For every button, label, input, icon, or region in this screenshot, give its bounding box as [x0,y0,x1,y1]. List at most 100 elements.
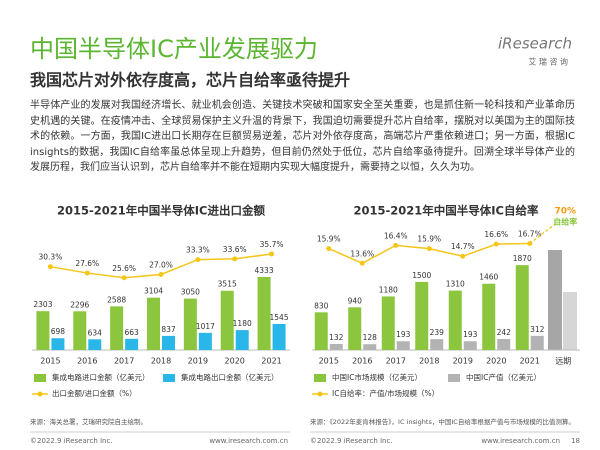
annotation-arrow [529,223,556,244]
x-tick-label: 2020 [225,357,245,366]
x-tick-label: 2019 [453,357,473,366]
line-label: 27.6% [75,259,99,268]
line-point [393,242,399,248]
bar [482,283,496,350]
line-label: 16.4% [384,231,408,240]
x-tick-label: 2021 [261,357,281,366]
bar [257,276,271,350]
bar-label: 1180 [233,319,252,328]
line-label: 30.3% [39,253,63,262]
x-tick-label: 2016 [77,357,97,366]
source: 来源：《2022年麦肯林报告》，IC insights，中国IC自给率根据产值与… [310,417,575,426]
bar-label: 132 [329,333,344,342]
bar [515,265,529,350]
bar [363,344,377,350]
line-point [359,260,365,266]
line-point [232,256,238,262]
legend-swatch [314,374,326,382]
legend-label: 中国IC产值（亿美元） [466,372,541,382]
bar [314,312,328,350]
bar-label: 830 [314,301,329,310]
line-point [326,246,332,252]
annotation: 自给率 [553,217,577,227]
bar-label: 698 [51,327,66,336]
copyright: ©2022.9 iResearch Inc. [310,437,393,445]
bar [272,323,286,350]
line-point [84,270,90,276]
bar [329,344,343,350]
annotation: 70% [554,207,576,217]
bar-label: 3515 [218,280,237,289]
bar-label: 837 [161,325,176,334]
x-tick-label: 2017 [386,357,406,366]
bar [235,330,249,350]
bar-label: 1180 [379,285,398,294]
bar [497,339,511,350]
bar-label: 193 [396,330,411,339]
x-tick-label: 2016 [352,357,372,366]
line-point [269,251,275,257]
line-point [158,271,164,277]
legend-label: 中国IC市场规模（亿美元） [332,372,422,382]
bar-label: 1870 [513,254,532,263]
legend-label: 集成电路进口金额（亿美元） [52,372,150,382]
bar-label: 2588 [107,295,126,304]
line-label: 15.9% [317,235,341,244]
bar [183,298,197,350]
bar [36,311,50,350]
bar [463,341,477,350]
legend-swatch [163,374,175,382]
line-label: 13.6% [350,249,374,258]
bar [162,335,175,350]
bar [430,339,444,350]
bar-label: 3104 [144,287,163,296]
x-tick-label: 2015 [40,357,60,366]
bar [88,339,102,350]
legend-swatch [34,374,46,382]
bar-label: 634 [88,328,103,337]
bar-label: 3050 [181,288,200,297]
far-term-bar [548,250,562,350]
bar-label: 2296 [70,300,89,309]
page-title: 中国半导体IC产业发展驱力 [30,35,318,63]
line-label: 33.3% [186,246,210,255]
bar-label: 312 [530,325,545,334]
bar [147,297,160,350]
legend-swatch [448,374,460,382]
line-label: 25.6% [112,264,136,273]
bar [110,306,124,350]
bar [415,281,429,350]
line-label: 14.7% [451,242,475,251]
x-tick-label: 2020 [486,357,506,366]
bar [348,307,362,350]
legend-label: 集成电路出口金额（亿美元） [181,372,279,382]
chart-title: 2015-2021年中国半导体IC进出口金额 [57,204,266,218]
paragraph: 半导体产业的发展对我国经济增长、就业机会创造、关键技术突破和国家安全至关重要，也… [30,100,575,173]
x-tick-label: 2018 [151,357,171,366]
x-tick-label: 2015 [319,357,339,366]
line-point [47,264,53,270]
x-tick-label: 2018 [419,357,439,366]
bar-label: 1310 [446,280,465,289]
bar-label: 663 [124,328,139,337]
x-tick-label: 2021 [520,357,540,366]
url: www.iresearch.com.cn [209,437,288,445]
bar-label: 239 [430,328,445,337]
legend-dot [317,391,323,397]
bar-label: 1460 [479,273,498,282]
url: www.iresearch.com.cn [481,437,560,445]
bar-label: 242 [497,328,512,337]
bar-label: 4333 [255,266,274,275]
bar-label: 1545 [270,313,289,322]
bar-label: 1017 [196,322,215,331]
legend-label: IC自给率：产值/市场规模（%） [332,388,439,398]
line-point [460,253,466,259]
x-tick-label: 2019 [188,357,208,366]
line-point [121,275,127,281]
bar-label: 940 [348,296,363,305]
bar [396,341,410,350]
line-label: 15.9% [417,235,441,244]
line-point [493,241,499,247]
